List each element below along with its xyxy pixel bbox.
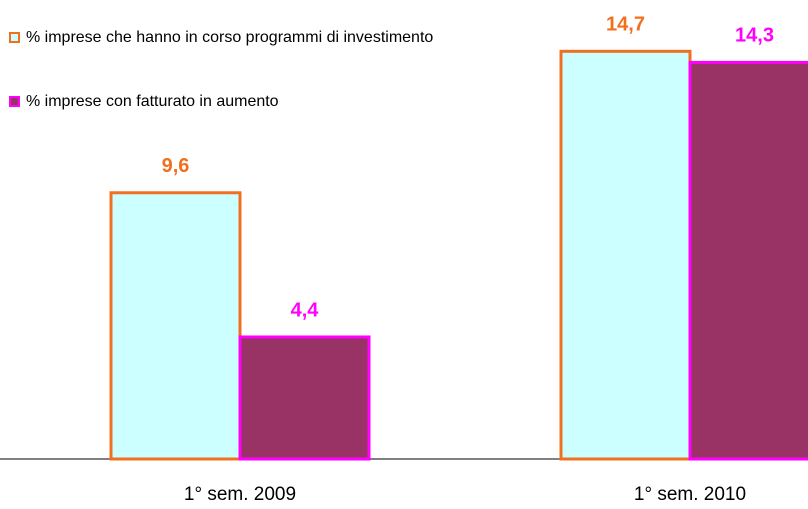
legend-swatch (9, 32, 20, 43)
bar (559, 49, 692, 461)
data-label: 14,3 (735, 25, 774, 47)
legend-swatch (9, 96, 20, 107)
bar (238, 335, 371, 461)
data-label: 9,6 (162, 155, 190, 177)
legend-label: % imprese con fatturato in aumento (26, 93, 279, 110)
bar (688, 60, 808, 461)
data-label: 4,4 (291, 299, 320, 321)
x-tick-label: 1° sem. 2009 (184, 484, 296, 505)
data-label: 14,7 (606, 14, 645, 36)
bar (109, 191, 242, 461)
legend-label: % imprese che hanno in corso programmi d… (26, 29, 433, 46)
x-tick-label: 1° sem. 2010 (634, 484, 746, 505)
